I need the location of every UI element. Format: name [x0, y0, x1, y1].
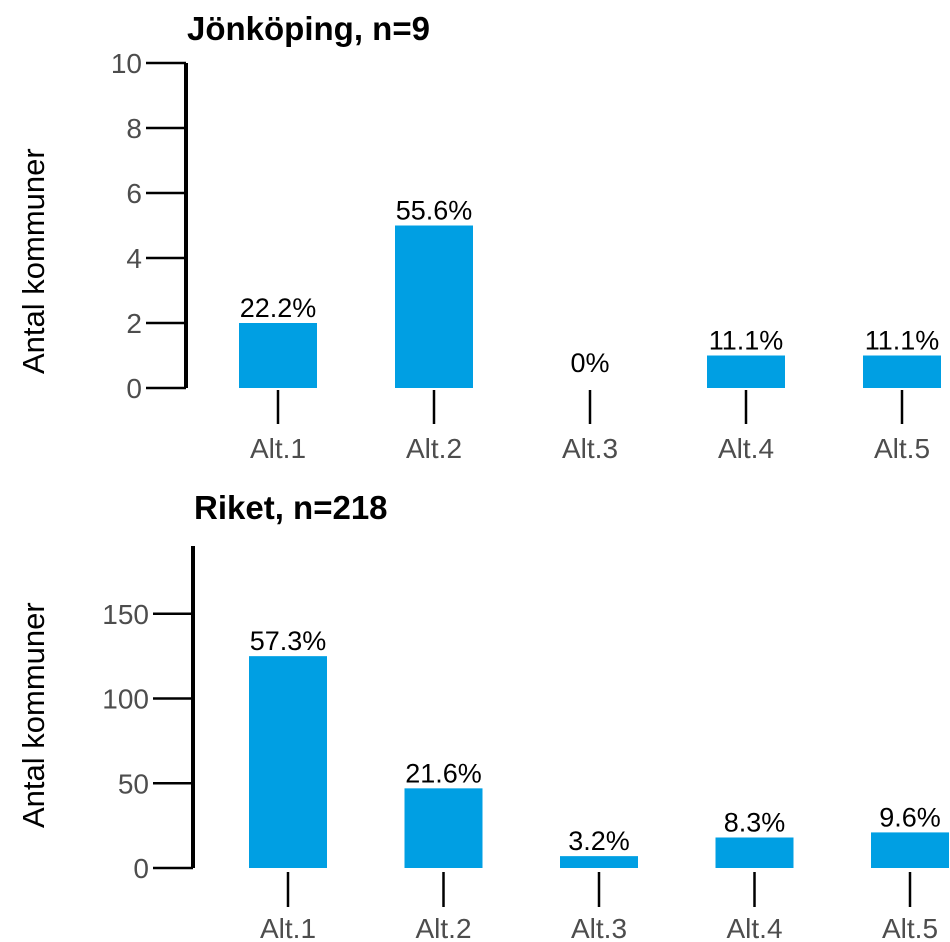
data-label: 22.2%	[240, 293, 317, 323]
y-tick-label: 8	[126, 113, 142, 144]
bar	[715, 837, 794, 868]
chart-panel-riket: Riket, n=218 Antal kommuner 0 50 100 150 57.…	[0, 471, 950, 942]
chart-title: Riket, n=218	[194, 489, 388, 526]
bar	[395, 225, 473, 388]
x-tick-label: Alt.1	[260, 913, 316, 942]
bar	[560, 856, 638, 868]
x-tick-label: Alt.3	[571, 913, 627, 942]
y-tick-label: 100	[102, 684, 149, 715]
data-label: 0%	[570, 348, 609, 378]
y-tick-label: 4	[126, 243, 142, 274]
data-label: 11.1%	[709, 326, 784, 356]
y-tick-label: 150	[102, 599, 149, 630]
y-tick-label: 6	[126, 178, 142, 209]
chart-title: Jönköping, n=9	[187, 10, 430, 47]
data-label: 21.6%	[405, 758, 482, 788]
x-tick-label: Alt.2	[406, 433, 462, 464]
x-tick-label: Alt.2	[415, 913, 471, 942]
x-tick-label: Alt.1	[250, 433, 306, 464]
y-tick-label: 10	[111, 48, 142, 79]
bar	[239, 323, 317, 388]
bar	[707, 355, 785, 388]
bar-chart-jonkoping: 0 2 4 6 8 10 22.2% Alt.1 55.6% Alt.2 0% Alt.3 11.1% A…	[111, 48, 941, 464]
data-label: 9.6%	[879, 802, 941, 832]
data-label: 8.3%	[724, 807, 786, 837]
data-label: 57.3%	[250, 626, 327, 656]
data-label: 3.2%	[568, 826, 630, 856]
x-tick-label: Alt.5	[882, 913, 938, 942]
chart-panel-jonkoping: Jönköping, n=9 Antal kommuner 0 2 4 6 8 10 22.…	[16, 10, 941, 464]
bar	[871, 832, 949, 868]
y-tick-label: 2	[126, 308, 142, 339]
bar	[863, 355, 941, 388]
x-tick-label: Alt.3	[562, 433, 618, 464]
bar	[249, 656, 327, 868]
y-tick-label: 0	[133, 853, 149, 884]
x-tick-label: Alt.4	[718, 433, 774, 464]
bar	[404, 788, 483, 868]
y-tick-label: 50	[118, 768, 149, 799]
y-tick-label: 0	[126, 373, 142, 404]
bar-chart-riket: 0 50 100 150 57.3% Alt.1 21.6% Alt.2 3.2% Alt.3 8.…	[102, 546, 949, 942]
data-label: 11.1%	[865, 326, 940, 356]
x-tick-label: Alt.4	[726, 913, 782, 942]
data-label: 55.6%	[396, 196, 473, 226]
x-tick-label: Alt.5	[874, 433, 930, 464]
